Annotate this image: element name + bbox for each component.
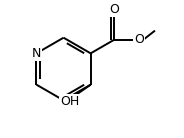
Text: OH: OH xyxy=(60,95,79,108)
Text: O: O xyxy=(134,33,144,46)
Text: N: N xyxy=(32,47,41,60)
Text: O: O xyxy=(109,3,119,16)
